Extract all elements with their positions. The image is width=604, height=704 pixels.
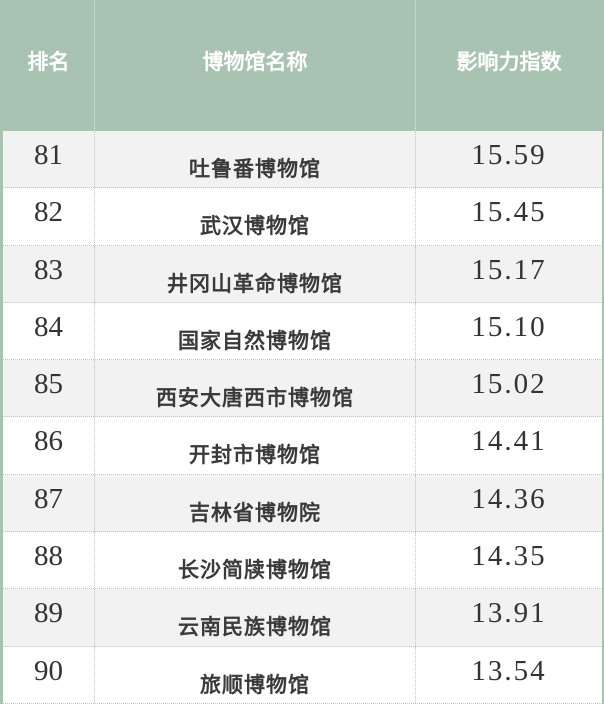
rank-cell: 81 (3, 131, 95, 188)
table-row: 90 旅顺博物馆 13.54 (3, 646, 602, 704)
table-row: 84 国家自然博物馆 15.10 (3, 302, 602, 361)
table-row: 87 吉林省博物院 14.36 (3, 474, 602, 533)
name-cell: 云南民族博物馆 (95, 589, 416, 646)
header-score: 影响力指数 (456, 49, 562, 74)
score-cell: 15.02 (471, 368, 547, 401)
rank-cell: 82 (3, 188, 95, 245)
name-cell: 井冈山革命博物馆 (95, 245, 416, 302)
header-name: 博物馆名称 (95, 0, 416, 131)
rank-cell: 88 (3, 532, 95, 589)
name-cell: 国家自然博物馆 (95, 302, 416, 360)
rank-cell: 89 (3, 589, 95, 646)
name-cell: 吉林省博物院 (95, 474, 416, 532)
table-row: 85 西安大唐西市博物馆 15.02 (3, 360, 602, 418)
table-row: 83 井冈山革命博物馆 15.17 (3, 245, 602, 303)
score-cell: 14.35 (471, 540, 547, 573)
table-body: 81 吐鲁番博物馆 15.59 82 武汉博物馆 15.45 83 井冈山革命博物馆 15.17… (3, 131, 602, 704)
table-row: 89 云南民族博物馆 13.91 (3, 589, 602, 647)
score-cell: 14.36 (471, 482, 547, 515)
score-cell: 13.91 (471, 597, 547, 630)
name-cell: 开封市博物馆 (95, 417, 416, 474)
name-cell: 吐鲁番博物馆 (95, 131, 416, 188)
name-cell: 西安大唐西市博物馆 (95, 360, 416, 417)
name-cell: 长沙简牍博物馆 (95, 532, 416, 589)
score-cell: 15.17 (471, 253, 547, 286)
table-row: 81 吐鲁番博物馆 15.59 (3, 131, 602, 189)
name-cell: 旅顺博物馆 (95, 646, 416, 703)
score-cell: 14.41 (471, 425, 547, 458)
rank-cell: 84 (3, 302, 95, 360)
rank-cell: 90 (3, 646, 95, 703)
rank-cell: 86 (3, 417, 95, 474)
rank-cell: 87 (3, 474, 95, 532)
rank-cell: 83 (3, 245, 95, 302)
score-cell: 15.59 (471, 139, 547, 171)
table-row: 86 开封市博物馆 14.41 (3, 417, 602, 475)
table-header: 排名 博物馆名称 影响力指数 (3, 0, 602, 131)
header-rank: 排名 (3, 0, 95, 131)
rank-cell: 85 (3, 360, 95, 417)
name-cell: 武汉博物馆 (95, 188, 416, 245)
score-cell: 15.45 (471, 196, 547, 229)
score-cell: 13.54 (471, 654, 547, 687)
score-cell: 15.10 (471, 310, 547, 343)
table-row: 82 武汉博物馆 15.45 (3, 188, 602, 246)
table-row: 88 长沙简牍博物馆 14.35 (3, 532, 602, 590)
